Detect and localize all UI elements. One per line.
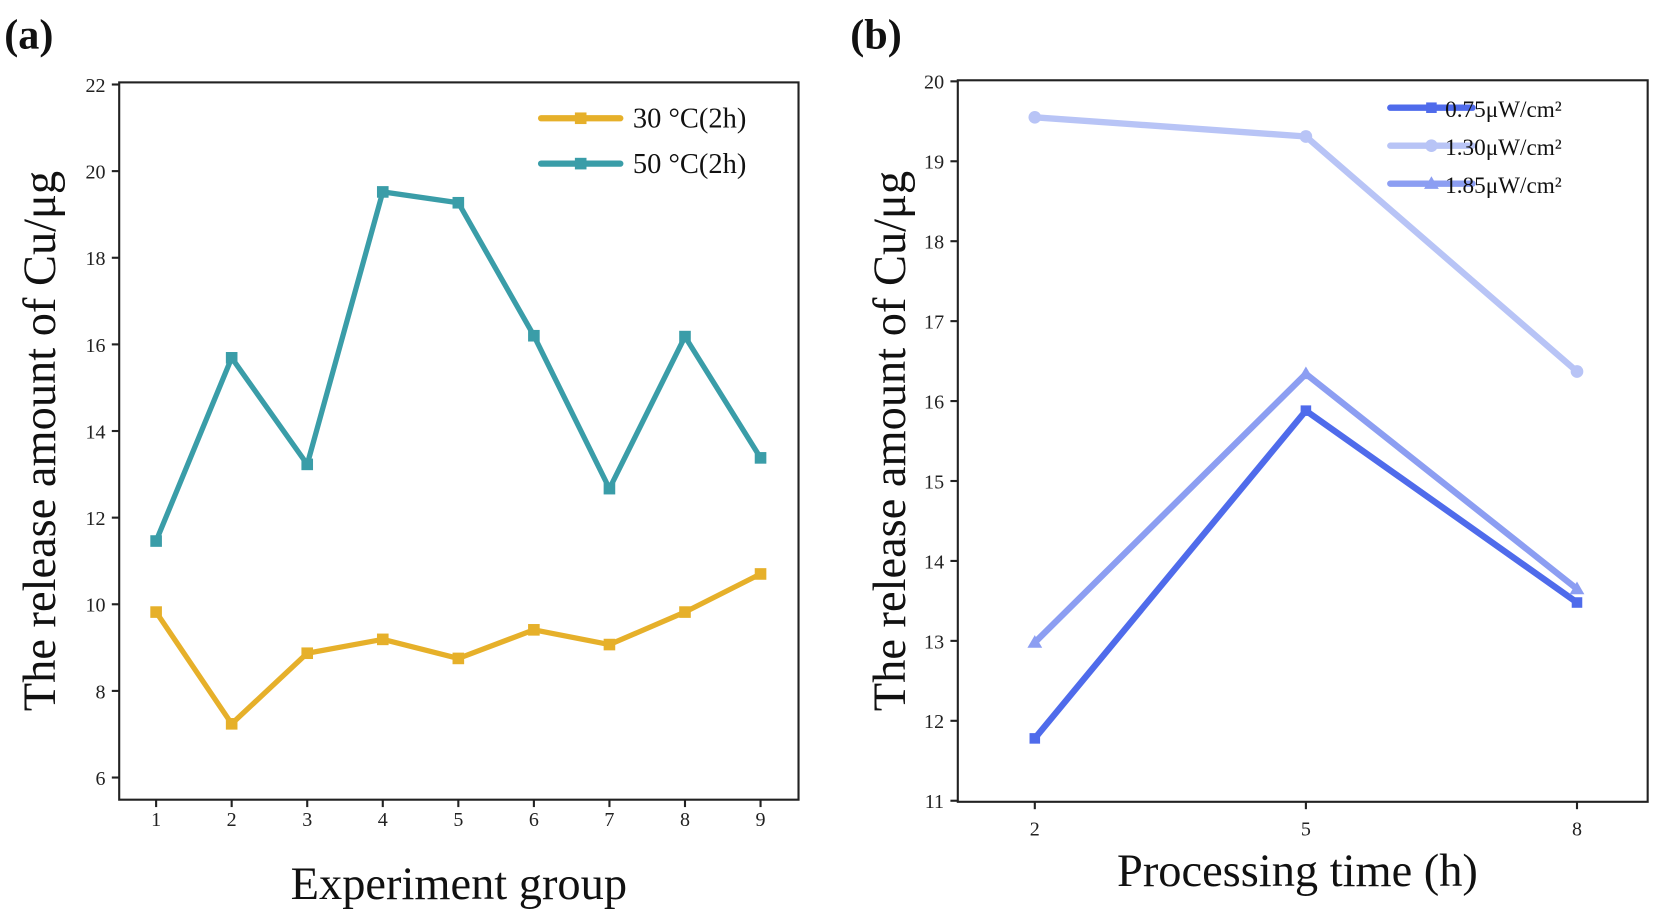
data-point <box>376 186 389 198</box>
data-point <box>301 458 314 471</box>
x-tick-label: 3 <box>302 809 312 831</box>
data-point <box>225 352 238 364</box>
data-point <box>150 535 162 547</box>
legend-marker <box>1426 102 1437 113</box>
y-tick-label: 12 <box>85 508 105 530</box>
data-point <box>1298 366 1314 380</box>
y-tick-label: 20 <box>924 72 944 94</box>
data-point <box>376 633 389 646</box>
plot-frame-b <box>956 79 1649 803</box>
legend-label: 1.85μW/cm² <box>1445 173 1562 199</box>
x-tick-label: 2 <box>1030 819 1040 841</box>
series-line <box>153 189 763 543</box>
x-tick-label: 2 <box>227 809 237 831</box>
panel-b: (b) Processing time (h) The release amou… <box>850 12 1649 897</box>
y-tick-label: 14 <box>924 551 944 573</box>
y-tick-label: 17 <box>924 312 944 334</box>
data-point <box>301 647 314 660</box>
data-point <box>452 196 465 209</box>
legend-marker <box>574 157 587 170</box>
panel-label-a: (a) <box>4 12 53 59</box>
data-point <box>1569 581 1585 595</box>
x-axis-label-a: Experiment group <box>291 859 627 910</box>
x-tick-label: 8 <box>1572 819 1582 841</box>
data-point <box>1571 597 1583 608</box>
data-point <box>1300 405 1312 416</box>
x-tick-label: 5 <box>453 809 463 831</box>
x-tick-label: 4 <box>378 809 388 831</box>
data-point <box>754 452 767 464</box>
series-line <box>1032 407 1579 741</box>
legend-marker <box>1424 176 1439 189</box>
x-tick-label: 8 <box>680 809 690 831</box>
x-tick-label: 5 <box>1301 819 1311 841</box>
legend-label: 30 °C(2h) <box>633 104 746 135</box>
legend-marker <box>1425 139 1438 153</box>
y-tick-label: 14 <box>85 421 105 443</box>
data-point <box>1027 635 1043 648</box>
data-point <box>528 329 540 342</box>
data-point <box>603 638 616 651</box>
y-tick-label: 19 <box>924 152 944 174</box>
data-point <box>603 482 616 495</box>
data-point <box>679 606 691 618</box>
data-point <box>225 718 238 730</box>
y-tick-label: 20 <box>85 162 105 184</box>
x-tick-label: 7 <box>604 809 614 831</box>
data-point <box>150 606 162 618</box>
y-tick-label: 22 <box>85 75 105 97</box>
x-tick-label: 6 <box>529 809 539 831</box>
y-tick-label: 8 <box>95 681 105 703</box>
y-tick-label: 16 <box>924 391 944 413</box>
y-tick-label: 15 <box>924 471 944 493</box>
x-axis-label-b: Processing time (h) <box>1117 846 1478 897</box>
data-point <box>754 568 767 580</box>
series-line <box>153 571 762 727</box>
panel-label-b: (b) <box>850 12 902 59</box>
legend-label: 50 °C(2h) <box>633 149 746 180</box>
data-point <box>1299 130 1313 143</box>
data-point <box>528 624 540 636</box>
y-tick-label: 13 <box>924 631 944 653</box>
y-axis-label-b: The release amount of Cu/μg <box>865 171 916 711</box>
legend-marker <box>574 112 587 125</box>
data-point <box>1029 733 1041 744</box>
legend-label: 1.30μW/cm² <box>1445 135 1562 161</box>
y-tick-label: 12 <box>924 711 944 733</box>
legend-label: 0.75μW/cm² <box>1445 97 1562 123</box>
y-tick-label: 16 <box>85 335 105 357</box>
y-tick-label: 11 <box>925 791 944 813</box>
data-point <box>1570 365 1584 378</box>
x-tick-label: 1 <box>151 809 161 831</box>
data-point <box>679 330 691 343</box>
y-tick-label: 18 <box>85 248 105 270</box>
data-point <box>1028 110 1042 124</box>
y-axis-label-a: The release amount of Cu/μg <box>15 171 66 711</box>
y-tick-label: 6 <box>95 768 105 790</box>
x-tick-label: 9 <box>756 809 766 831</box>
y-tick-label: 10 <box>85 595 105 617</box>
plot-frame-a <box>118 81 800 801</box>
data-point <box>452 652 465 665</box>
panel-a: (a) Experiment group The release amount … <box>4 12 800 910</box>
y-tick-label: 18 <box>924 232 944 254</box>
